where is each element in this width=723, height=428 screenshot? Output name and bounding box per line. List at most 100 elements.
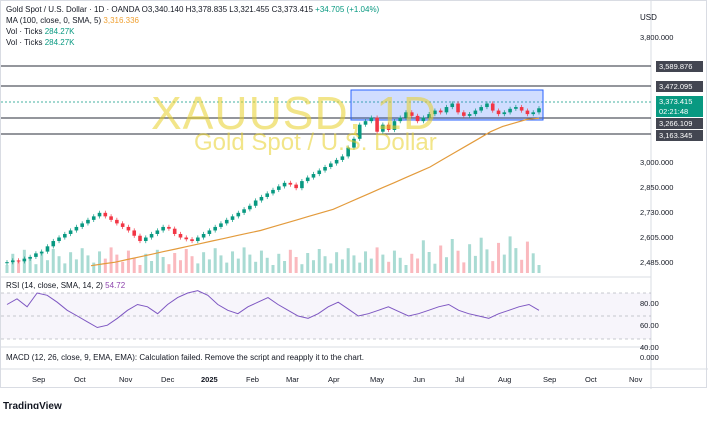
low-value: 3,321.455 — [233, 5, 270, 14]
candle-body — [340, 156, 345, 160]
rsi-tick: 60.00 — [640, 321, 659, 330]
candle-body — [57, 237, 61, 242]
time-label: Nov — [119, 375, 133, 384]
volume-bar — [369, 258, 373, 273]
candle-body — [386, 124, 391, 130]
price-tick: 2,605.000 — [640, 233, 674, 242]
candle-body — [502, 112, 507, 115]
candle-body — [51, 241, 56, 247]
volume-value-1: 284.27K — [44, 27, 75, 36]
price-tag-last: 3,373.415 — [656, 96, 703, 107]
volume-bar — [178, 260, 182, 273]
candle-body — [462, 112, 466, 116]
price-chart[interactable] — [1, 1, 708, 389]
candle-body — [357, 124, 362, 139]
volume-legend-2[interactable]: Vol · Ticks 284.27K — [6, 38, 75, 47]
candle-body — [467, 114, 472, 116]
volume-bar — [364, 251, 368, 273]
candle-body — [369, 117, 374, 122]
volume-bar — [22, 249, 26, 273]
chart-frame[interactable]: XAUUSD, 1D Gold Spot / U.S. Dollar Gold … — [0, 0, 708, 389]
candle-body — [138, 235, 142, 242]
volume-bar — [502, 254, 506, 273]
volume-bar — [306, 253, 310, 273]
candle-body — [201, 233, 206, 238]
volume-bar — [109, 247, 113, 273]
volume-legend-1[interactable]: Vol · Ticks 284.27K — [6, 27, 75, 36]
volume-bar — [51, 249, 55, 273]
candle-body — [404, 112, 408, 118]
open-value: 3,340.140 — [147, 5, 184, 14]
volume-bar — [439, 245, 443, 273]
candle-body — [74, 226, 79, 231]
volume-bar — [184, 249, 188, 273]
time-label: Oct — [74, 375, 86, 384]
high-value: 3,378.835 — [191, 5, 228, 14]
candle-body — [120, 223, 125, 227]
volume-bar — [398, 257, 402, 273]
time-label: Feb — [246, 375, 259, 384]
countdown-tag: 02:21:48 — [656, 106, 703, 117]
candle-body — [10, 260, 15, 263]
volume-bar — [335, 252, 339, 273]
candle-body — [219, 223, 223, 227]
candle-body — [456, 103, 460, 113]
volume-bar — [427, 252, 431, 273]
rsi-tick: 80.00 — [640, 299, 659, 308]
tradingview-logo[interactable]: TradingView — [3, 401, 62, 409]
volume-bar — [207, 259, 211, 273]
ma-value: 3,316.336 — [103, 16, 139, 25]
volume-bar — [173, 253, 177, 273]
rsi-legend[interactable]: RSI (14, close, SMA, 14, 2) 54.72 — [6, 281, 125, 291]
candle-body — [438, 110, 443, 113]
volume-bar — [57, 256, 61, 273]
volume-bar — [80, 248, 84, 273]
volume-bar — [254, 261, 258, 273]
volume-bar — [74, 259, 78, 273]
volume-bar — [155, 249, 159, 273]
candle-body — [450, 103, 455, 108]
ma-line — [90, 117, 540, 267]
volume-bar — [462, 262, 466, 273]
candle-body — [103, 212, 108, 217]
time-label: Aug — [498, 375, 512, 384]
volume-bar — [381, 254, 385, 273]
candle-body — [276, 186, 281, 190]
candle-body — [91, 216, 96, 220]
symbol-legend[interactable]: Gold Spot / U.S. Dollar · 1D · OANDA O3,… — [6, 5, 380, 14]
macd-legend[interactable]: MACD (12, 26, close, 9, EMA, EMA): Calcu… — [6, 353, 364, 363]
candle-body — [190, 239, 194, 242]
ma-legend[interactable]: MA (100, close, 0, SMA, 5) 3,316.336 — [6, 16, 139, 26]
volume-bar — [259, 250, 263, 273]
candle-body — [415, 115, 420, 122]
volume-bar — [190, 256, 194, 273]
candle-body — [311, 174, 316, 178]
candle-body — [479, 107, 483, 111]
price-tag-3266: 3,266.109 — [656, 118, 703, 129]
macd-label: MACD (12, 26, close, 9, EMA, EMA): Calcu… — [6, 353, 364, 362]
volume-bar — [103, 258, 107, 273]
candle-body — [143, 237, 148, 242]
volume-bar — [404, 265, 408, 273]
candle-body — [427, 114, 431, 118]
candle-body — [514, 107, 518, 109]
volume-bar — [514, 248, 518, 273]
volume-bar — [138, 265, 142, 273]
candle-body — [109, 216, 113, 220]
volume-bar — [213, 248, 217, 273]
candle-body — [242, 209, 246, 213]
volume-bar — [45, 260, 49, 273]
candle-body — [97, 212, 102, 217]
rsi-label: RSI (14, close, SMA, 14, 2) — [6, 281, 103, 290]
volume-bar — [69, 252, 73, 273]
candle-body — [86, 219, 90, 224]
volume-bar — [167, 264, 171, 273]
volume-bar — [161, 257, 165, 273]
candle-body — [45, 246, 50, 252]
volume-bar — [92, 262, 96, 273]
macd-tick: 0.000 — [640, 353, 659, 362]
candle-body — [392, 121, 397, 130]
volume-bar — [520, 259, 524, 273]
currency-label[interactable]: USD — [640, 13, 657, 22]
volume-bar — [444, 257, 448, 273]
